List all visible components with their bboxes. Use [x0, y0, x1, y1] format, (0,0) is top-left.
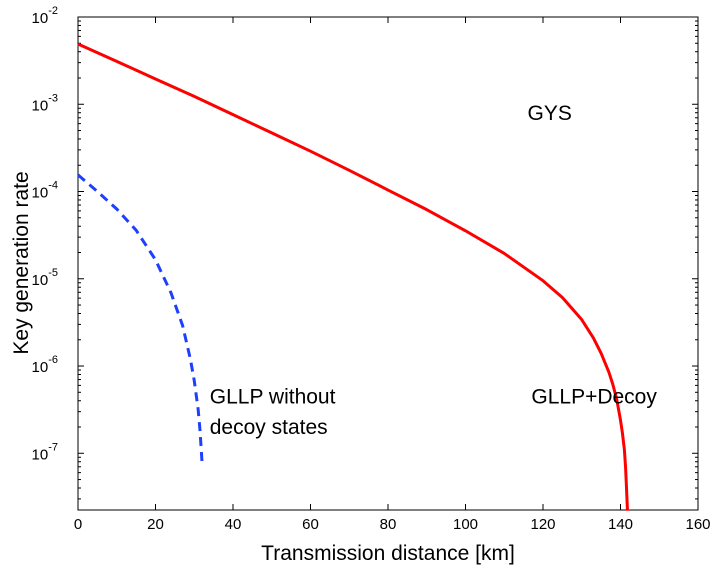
x-tick-label: 40 [225, 516, 242, 533]
x-axis-label: Transmission distance [km] [261, 542, 515, 565]
x-tick-label: 60 [302, 516, 319, 533]
x-tick-label: 20 [147, 516, 164, 533]
x-tick-label: 80 [380, 516, 397, 533]
x-tick-label: 0 [74, 516, 82, 533]
series-gllp-no-decoy-line [77, 173, 204, 462]
annotation-label: GYS [528, 102, 572, 125]
annotation-label: GLLP+Decoy [531, 386, 657, 409]
y-tick-exponent: -6 [48, 354, 58, 366]
y-tick-exponent: -2 [48, 5, 58, 17]
y-axis-label: Key generation rate [10, 171, 33, 354]
x-axis-ticks: 0 20 40 60 80 100 120 140 160 [74, 17, 711, 533]
y-tick-exponent: -3 [48, 92, 58, 104]
y-tick-label: 10-7 [32, 441, 58, 463]
y-tick-label: 10-3 [32, 92, 58, 114]
series-gllp-decoy-line [77, 42, 629, 511]
x-tick-label: 140 [608, 516, 633, 533]
annotation-layer: GYS GLLP+Decoy GLLP without decoy states [210, 102, 658, 439]
annotation-label: GLLP without [210, 386, 336, 409]
y-axis-ticks: 10-7 10-6 10-5 10-4 10-3 10-2 [32, 5, 698, 500]
y-tick-label: 10-2 [32, 5, 58, 27]
y-tick-label: 10-5 [32, 267, 58, 289]
y-tick-exponent: -4 [48, 180, 58, 192]
y-tick-exponent: -7 [48, 441, 58, 453]
annotation-label: decoy states [210, 416, 328, 439]
y-tick-label: 10-4 [32, 180, 58, 202]
series-layer [77, 42, 629, 511]
x-tick-label: 120 [530, 516, 555, 533]
x-tick-label: 100 [453, 516, 478, 533]
y-tick-label: 10-6 [32, 354, 58, 376]
y-tick-exponent: -5 [48, 267, 58, 279]
plot-area [77, 16, 699, 511]
x-tick-label: 160 [685, 516, 710, 533]
